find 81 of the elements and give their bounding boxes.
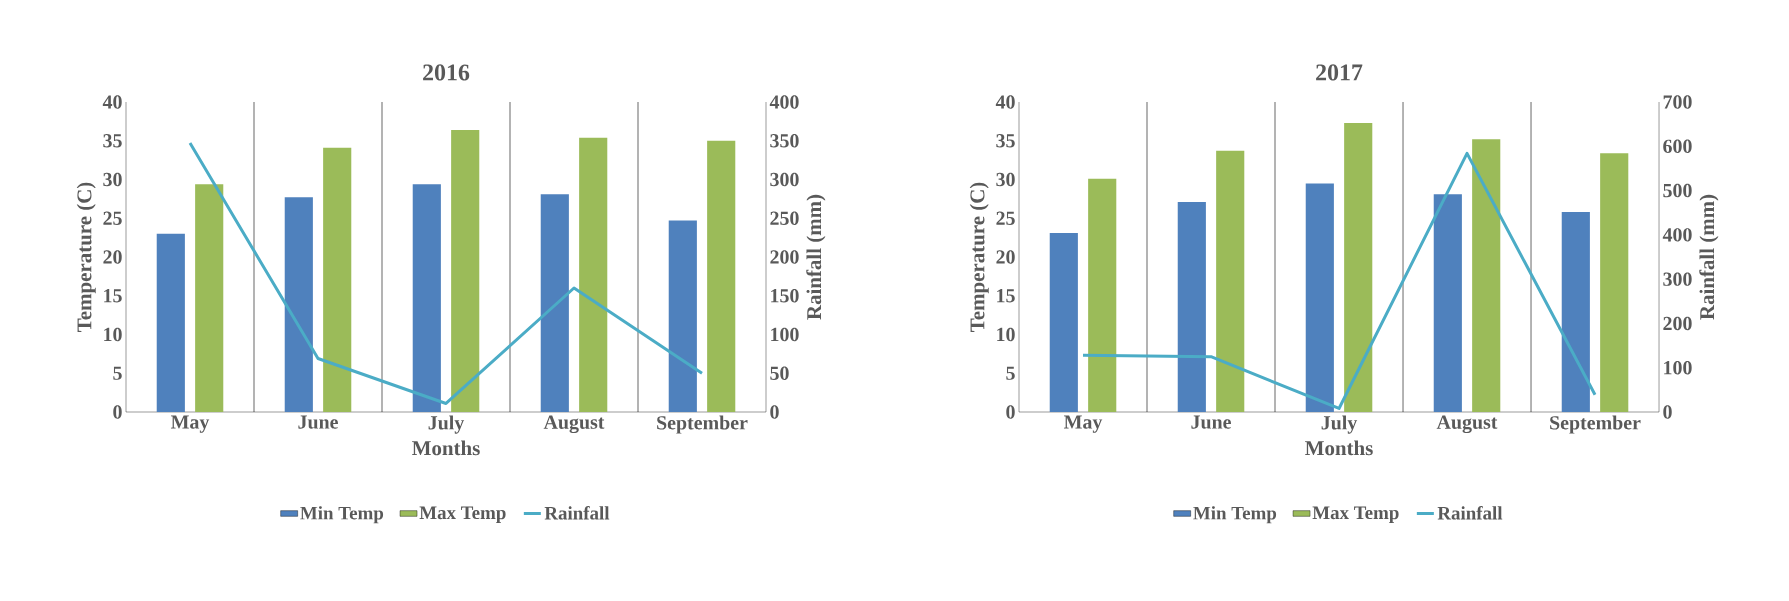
- y-tick-label: 25: [103, 211, 122, 225]
- bar: [1305, 183, 1334, 412]
- bar: [284, 197, 313, 412]
- y-tick-label: 35: [103, 134, 122, 148]
- x-tick-label: June: [1191, 415, 1231, 429]
- chart-title: 2016: [423, 64, 470, 81]
- y2-tick-label: 0: [770, 405, 779, 419]
- legend-label: Min Temp: [300, 506, 384, 524]
- x-tick-label: May: [1063, 415, 1103, 433]
- bar: [579, 137, 608, 412]
- y-tick-label: 0: [1006, 405, 1015, 419]
- legend-label: Max Temp: [1312, 506, 1399, 523]
- y-axis-title: Temperature (C): [76, 182, 96, 332]
- bar: [156, 233, 185, 412]
- y-tick-label: 15: [104, 289, 122, 303]
- y2-tick-label: 700: [1663, 95, 1692, 109]
- legend-label: Rainfall: [1437, 506, 1503, 520]
- bar: [707, 140, 736, 412]
- y-tick-label: 5: [113, 366, 122, 380]
- line-series: [1081, 151, 1597, 410]
- x-tick-label: September: [657, 415, 748, 434]
- x-tick-label: May: [170, 415, 210, 433]
- y-tick-label: 20: [103, 250, 122, 264]
- y-tick-label: 20: [996, 250, 1015, 264]
- y2-tick-label: 0: [1663, 405, 1672, 419]
- y2-tick-label: 350: [770, 134, 799, 148]
- y-tick-label: 15: [997, 289, 1015, 303]
- bar: [668, 220, 697, 412]
- bar: [1433, 194, 1462, 412]
- x-tick-label: September: [1550, 415, 1641, 434]
- bar: [1472, 139, 1501, 412]
- x-tick-label: August: [1436, 415, 1498, 434]
- y2-tick-label: 100: [1664, 360, 1692, 375]
- bar: [451, 129, 480, 412]
- y-tick-label: 40: [102, 95, 122, 109]
- bar: [412, 184, 441, 412]
- y2-tick-label: 300: [770, 172, 799, 187]
- y-tick-label: 35: [996, 134, 1015, 148]
- bar: [323, 147, 352, 412]
- y-tick-label: 40: [995, 95, 1015, 109]
- y2-tick-label: 400: [769, 95, 799, 109]
- chart-title: 2017: [1316, 64, 1363, 81]
- x-axis-title: Months: [412, 440, 480, 456]
- line-series: [188, 141, 704, 405]
- y2-tick-label: 500: [1663, 183, 1692, 198]
- y2-tick-label: 250: [770, 211, 799, 225]
- y-tick-label: 0: [113, 405, 122, 419]
- x-tick-label: August: [543, 415, 605, 434]
- y2-tick-label: 200: [770, 250, 799, 264]
- y2-axis-title: Rainfall (mm): [806, 194, 826, 320]
- x-axis-title: Months: [1305, 440, 1373, 456]
- y-tick-label: 5: [1006, 366, 1015, 380]
- y2-tick-label: 100: [771, 327, 799, 342]
- y-tick-label: 30: [996, 172, 1015, 187]
- y-tick-label: 10: [997, 327, 1015, 342]
- bar: [1600, 153, 1629, 412]
- bar: [540, 194, 569, 412]
- bar: [1344, 122, 1373, 412]
- y-tick-label: 10: [104, 327, 122, 342]
- y2-tick-label: 400: [1662, 228, 1692, 242]
- bar: [1049, 232, 1078, 412]
- y2-tick-label: 150: [771, 289, 799, 303]
- legend-label: Min Temp: [1193, 506, 1277, 524]
- y2-axis-title: Rainfall (mm): [1699, 194, 1719, 320]
- bar: [1561, 212, 1590, 412]
- bar: [1177, 201, 1206, 412]
- x-tick-label: July: [428, 415, 465, 434]
- x-tick-label: July: [1321, 415, 1358, 434]
- y-tick-label: 25: [996, 211, 1015, 225]
- y2-tick-label: 300: [1663, 272, 1692, 286]
- y-tick-label: 30: [103, 172, 122, 187]
- y2-tick-label: 50: [770, 366, 789, 380]
- x-tick-label: June: [298, 415, 338, 429]
- legend-label: Max Temp: [419, 506, 506, 523]
- legend-label: Rainfall: [544, 506, 610, 520]
- y2-tick-label: 200: [1663, 316, 1692, 331]
- bar: [1088, 178, 1117, 412]
- bar: [195, 184, 224, 412]
- y2-tick-label: 600: [1663, 139, 1692, 153]
- bar: [1216, 150, 1245, 412]
- y-axis-title: Temperature (C): [969, 182, 989, 332]
